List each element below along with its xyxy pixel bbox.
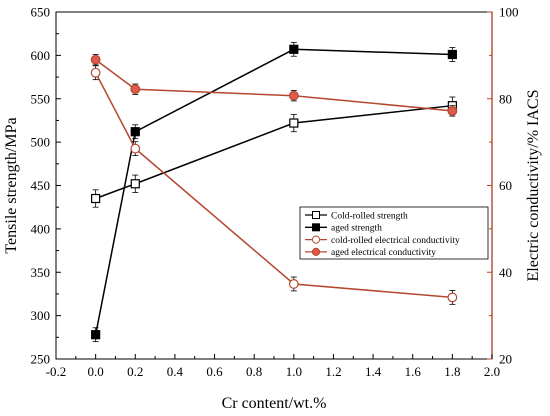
x-tick-label: 0.4 (167, 364, 184, 379)
data-point (91, 330, 101, 340)
x-tick-label: 2.0 (484, 364, 500, 379)
legend-label: cold-rolled electrical conductivity (331, 236, 460, 246)
series-layer (90, 41, 458, 343)
y-left-tick-label: 600 (31, 48, 51, 63)
legend-marker (311, 235, 321, 244)
legend-item: Cold-rolled strength (305, 211, 408, 221)
legend-label: aged electrical conductivity (331, 248, 436, 258)
legend-marker (312, 223, 320, 232)
x-tick-label: 0.2 (127, 364, 143, 379)
data-point (447, 292, 458, 303)
data-point (90, 67, 101, 78)
legend-label: aged strength (331, 224, 382, 234)
y-left-tick-label: 550 (31, 91, 51, 106)
legend-label: Cold-rolled strength (331, 211, 408, 221)
legend-marker (311, 247, 321, 256)
legend: Cold-rolled strength aged strength cold-ro… (299, 206, 489, 260)
plot-frame (55, 11, 493, 360)
series-line (94, 48, 453, 335)
series-cold-rolled-strength (91, 96, 457, 208)
y-right-tick-label: 100 (499, 5, 519, 20)
data-point (289, 44, 299, 54)
x-tick-label: 1.4 (365, 364, 382, 379)
y-left-tick-label: 250 (31, 352, 51, 367)
data-point (130, 143, 141, 154)
y-left-tick-label: 450 (31, 178, 51, 193)
y-left-tick-label: 650 (31, 5, 51, 20)
x-tick-label: 1.0 (286, 364, 302, 379)
data-point (90, 54, 101, 65)
y-axis-right-title: Electric conductivity/% IACS (525, 90, 542, 282)
legend-item: aged strength (305, 223, 382, 234)
y-right-tick-label: 20 (499, 352, 512, 367)
x-tick-label: -0.2 (46, 364, 67, 379)
data-point (130, 84, 141, 95)
y-right-tick-label: 40 (499, 265, 512, 280)
data-point (130, 127, 140, 137)
y-right-tick-label: 80 (499, 91, 512, 106)
x-tick-label: 0.0 (88, 364, 104, 379)
y-left-tick-label: 400 (31, 221, 51, 236)
y-right-tick-label: 60 (499, 178, 512, 193)
series-line (95, 104, 453, 200)
legend-item: cold-rolled electrical conductivity (305, 235, 460, 246)
y-axis-left-title: Tensile strength/MPa (3, 117, 20, 253)
data-point (91, 193, 101, 204)
data-point (447, 49, 457, 60)
x-tick-label: 1.6 (405, 364, 422, 379)
x-tick-label: 0.8 (246, 364, 262, 379)
x-tick-label: 0.6 (206, 364, 223, 379)
data-point (447, 105, 458, 116)
x-axis-title: Cr content/wt.% (222, 395, 327, 412)
y-left-tick-label: 300 (31, 308, 51, 323)
x-tick-label: 1.8 (444, 364, 460, 379)
legend-marker (312, 211, 320, 219)
series-aged-electrical-conductivity (90, 54, 458, 117)
series-line (95, 59, 453, 112)
y-left-tick-label: 350 (31, 265, 51, 280)
series-aged-strength (91, 41, 457, 343)
axes-layer: -0.2 0.0 0.2 0.4 0.6 0.8 1.0 1.2 1.4 1.6 1.8 2.0 250… (31, 5, 519, 380)
legend-item: aged electrical conductivity (305, 247, 436, 258)
y-left-tick-label: 500 (31, 135, 51, 150)
data-point (288, 90, 299, 101)
data-point (289, 118, 299, 128)
series-cold-rolled-electrical-conductivity (90, 65, 458, 305)
series-line (94, 72, 453, 299)
data-point (288, 279, 299, 289)
x-tick-label: 1.2 (325, 364, 341, 379)
legend-box (299, 206, 489, 260)
data-point (130, 179, 140, 189)
